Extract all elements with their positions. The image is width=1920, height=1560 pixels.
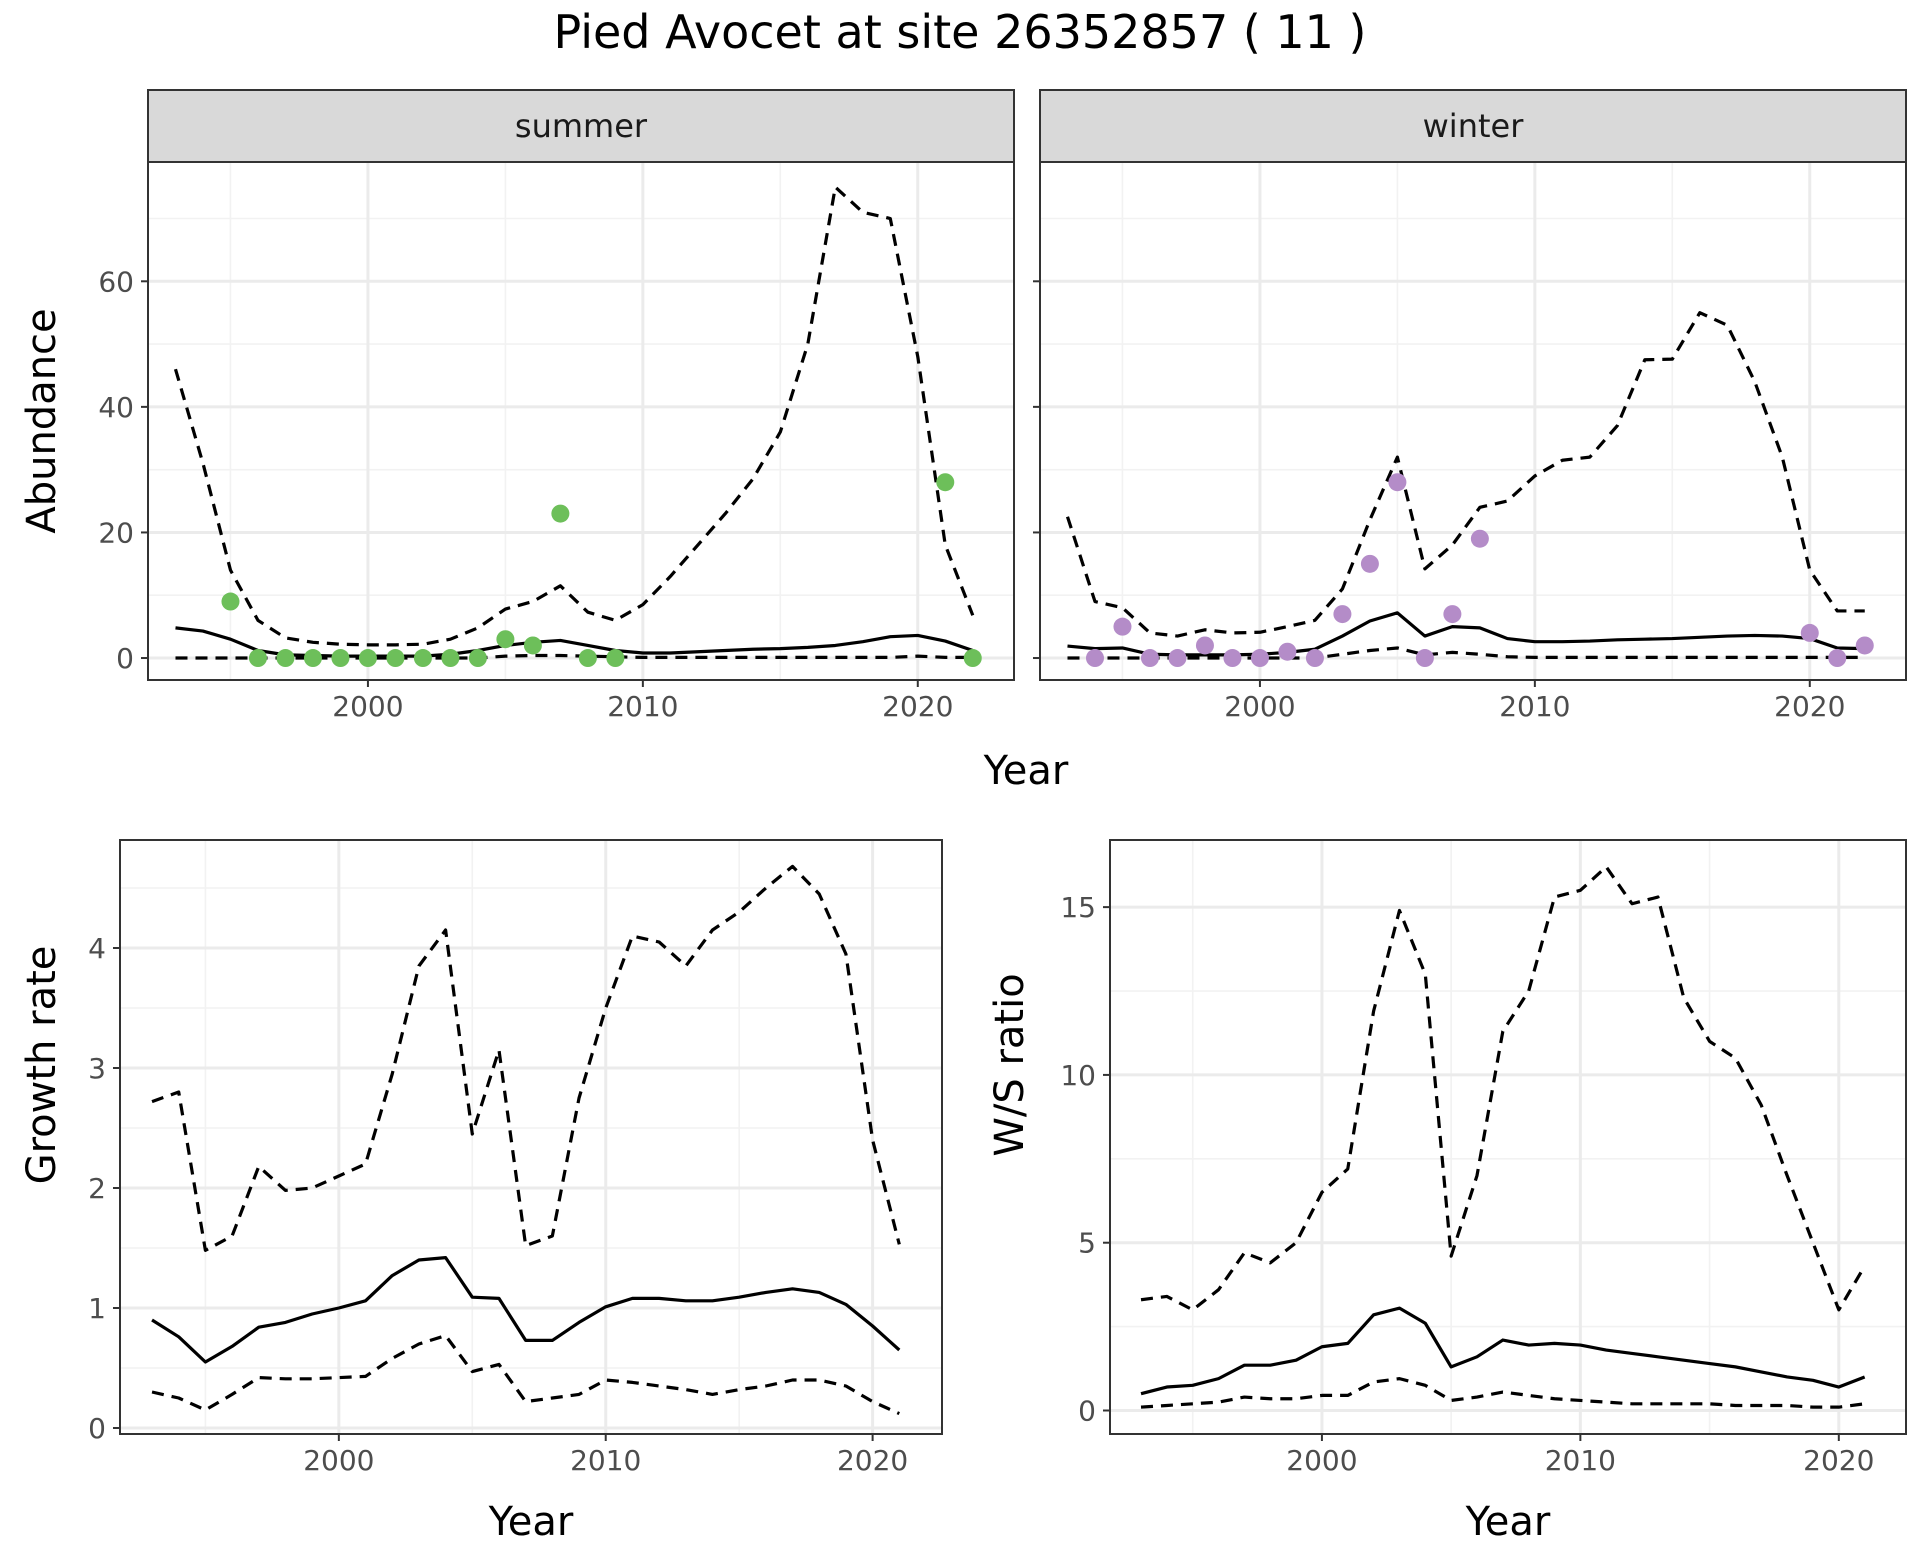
winter-count-point xyxy=(1828,649,1847,668)
summer-x-tick-label: 2000 xyxy=(332,690,403,723)
ws-ratio-panel: 2000 2010 2020 0 5 10 15 xyxy=(1060,839,1907,1477)
growth-lower-line xyxy=(151,1334,900,1416)
winter-count-point xyxy=(1195,636,1214,655)
summer-y-tick-label: 20 xyxy=(98,516,134,549)
summer-y-tick-label: 40 xyxy=(98,391,134,424)
winter-count-point xyxy=(1305,649,1324,668)
growth-ylabel: Growth rate xyxy=(19,946,65,1185)
winter-count-point xyxy=(1140,649,1159,668)
winter-strip xyxy=(1039,89,1907,163)
summer-count-point xyxy=(441,649,460,668)
summer-count-point xyxy=(221,592,240,611)
growth-y-tick-label: 0 xyxy=(88,1412,106,1445)
summer-y-tick-label: 0 xyxy=(116,642,134,675)
summer-count-point xyxy=(936,473,955,492)
growth-x-tick-label: 2000 xyxy=(303,1444,374,1477)
summer-count-point xyxy=(276,649,295,668)
winter-count-point xyxy=(1085,649,1104,668)
summer-lower-line xyxy=(175,653,973,660)
summer-x-tick-label: 2010 xyxy=(607,690,678,723)
winter-lower-line xyxy=(1067,646,1865,660)
summer-count-point xyxy=(331,649,350,668)
top-row-xlabel: Year xyxy=(983,748,1069,794)
winter-count-point xyxy=(1855,636,1874,655)
growth-x-tick-label: 2020 xyxy=(837,1444,908,1477)
summer-count-point xyxy=(358,649,377,668)
winter-count-point xyxy=(1470,529,1489,548)
winter-count-point xyxy=(1250,649,1269,668)
ratio-upper-line xyxy=(1140,865,1867,1312)
winter-x-tick-label: 2000 xyxy=(1224,690,1295,723)
winter-x-tick-label: 2010 xyxy=(1499,690,1570,723)
winter-count-point xyxy=(1113,617,1132,636)
summer-count-point xyxy=(551,504,570,523)
growth-xlabel: Year xyxy=(488,1499,574,1545)
ratio-x-tick-label: 2010 xyxy=(1545,1444,1616,1477)
figure-title: Pied Avocet at site 26352857 ( 11 ) xyxy=(554,5,1367,59)
winter-count-point xyxy=(1443,605,1462,624)
growth-panel-border xyxy=(119,839,943,1435)
growth-y-tick-label: 1 xyxy=(88,1292,106,1325)
winter-count-point xyxy=(1360,554,1379,573)
top-row-ylabel: Abundance xyxy=(19,308,65,533)
ratio-y-tick-label: 0 xyxy=(1078,1395,1096,1428)
winter-abundance-panel: 2000 2010 2020 xyxy=(1033,161,1907,723)
growth-y-tick-label: 2 xyxy=(88,1172,106,1205)
ratio-y-tick-label: 15 xyxy=(1060,891,1096,924)
ratio-y-tick-label: 5 xyxy=(1078,1227,1096,1260)
winter-count-point xyxy=(1333,605,1352,624)
summer-count-point xyxy=(468,649,487,668)
summer-count-point xyxy=(578,649,597,668)
summer-count-point xyxy=(606,649,625,668)
ratio-ylabel: W/S ratio xyxy=(987,973,1033,1156)
winter-count-point xyxy=(1278,642,1297,661)
summer-count-point xyxy=(963,649,982,668)
summer-strip-label: summer xyxy=(515,107,648,145)
ratio-xlabel: Year xyxy=(1465,1499,1551,1545)
growth-upper-line xyxy=(151,864,901,1252)
winter-panel-border xyxy=(1039,161,1907,681)
growth-y-tick-label: 4 xyxy=(88,932,106,965)
summer-count-point xyxy=(496,630,515,649)
ratio-lower-line xyxy=(1140,1377,1865,1409)
winter-count-point xyxy=(1415,649,1434,668)
summer-strip xyxy=(147,89,1015,163)
summer-count-point xyxy=(303,649,322,668)
ratio-y-tick-label: 10 xyxy=(1060,1059,1096,1092)
summer-x-tick-label: 2020 xyxy=(882,690,953,723)
growth-estimate-line xyxy=(151,1256,901,1364)
summer-count-point xyxy=(386,649,405,668)
ratio-x-tick-label: 2020 xyxy=(1803,1444,1874,1477)
summer-upper-line xyxy=(173,185,975,647)
winter-count-point xyxy=(1388,473,1407,492)
growth-rate-panel: 2000 2010 2020 0 1 2 3 4 xyxy=(88,839,943,1477)
growth-y-tick-label: 3 xyxy=(88,1052,106,1085)
summer-panel-border xyxy=(147,161,1015,681)
winter-upper-line xyxy=(1065,311,1865,638)
winter-count-point xyxy=(1800,623,1819,642)
summer-count-point xyxy=(413,649,432,668)
summer-abundance-panel: 2000 2010 2020 0 20 40 60 xyxy=(98,161,1015,723)
summer-count-point xyxy=(523,636,542,655)
ratio-estimate-line xyxy=(1140,1306,1866,1396)
summer-count-point xyxy=(248,649,267,668)
winter-count-point xyxy=(1168,649,1187,668)
winter-estimate-line xyxy=(1067,611,1865,657)
winter-x-tick-label: 2020 xyxy=(1774,690,1845,723)
summer-y-tick-label: 60 xyxy=(98,265,134,298)
ratio-panel-border xyxy=(1109,839,1907,1435)
growth-x-tick-label: 2010 xyxy=(570,1444,641,1477)
winter-strip-label: winter xyxy=(1423,107,1525,145)
winter-count-point xyxy=(1223,649,1242,668)
ratio-x-tick-label: 2000 xyxy=(1286,1444,1357,1477)
